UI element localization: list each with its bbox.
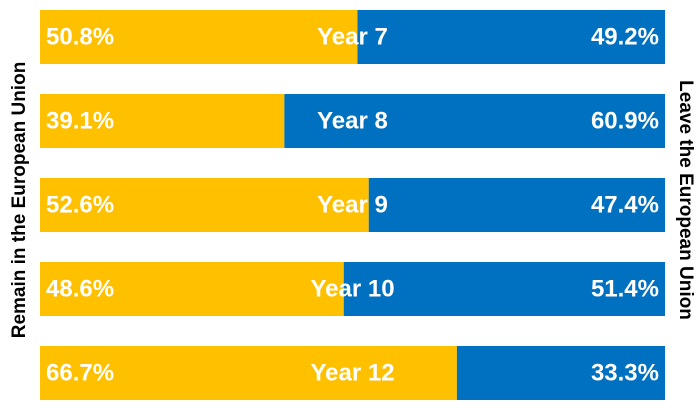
legend-label: Remain in the European Union <box>9 62 30 339</box>
category-label: Year 8 <box>317 107 388 134</box>
bar-segment <box>284 94 665 148</box>
value-label: 51.4% <box>591 275 659 302</box>
value-label: 66.7% <box>46 359 114 386</box>
bar-segment <box>343 262 665 316</box>
bar-segment <box>40 94 285 148</box>
bar-segment <box>40 10 358 64</box>
value-label: 39.1% <box>46 107 114 134</box>
bar-segment <box>40 346 457 400</box>
category-label: Year 10 <box>310 275 394 302</box>
category-label: Year 9 <box>317 191 388 218</box>
bar-segment <box>40 262 344 316</box>
value-label: 52.6% <box>46 191 114 218</box>
legend-label: Leave the European Union <box>675 80 696 320</box>
bar-segment <box>456 346 665 400</box>
bar-segment <box>40 178 369 232</box>
value-label: 60.9% <box>591 107 659 134</box>
value-label: 50.8% <box>46 23 114 50</box>
value-label: 48.6% <box>46 275 114 302</box>
bar-segment <box>357 10 665 64</box>
category-label: Year 7 <box>317 23 388 50</box>
value-label: 33.3% <box>591 359 659 386</box>
value-label: 49.2% <box>591 23 659 50</box>
bar-segment <box>368 178 665 232</box>
category-label: Year 12 <box>310 359 394 386</box>
value-label: 47.4% <box>591 191 659 218</box>
